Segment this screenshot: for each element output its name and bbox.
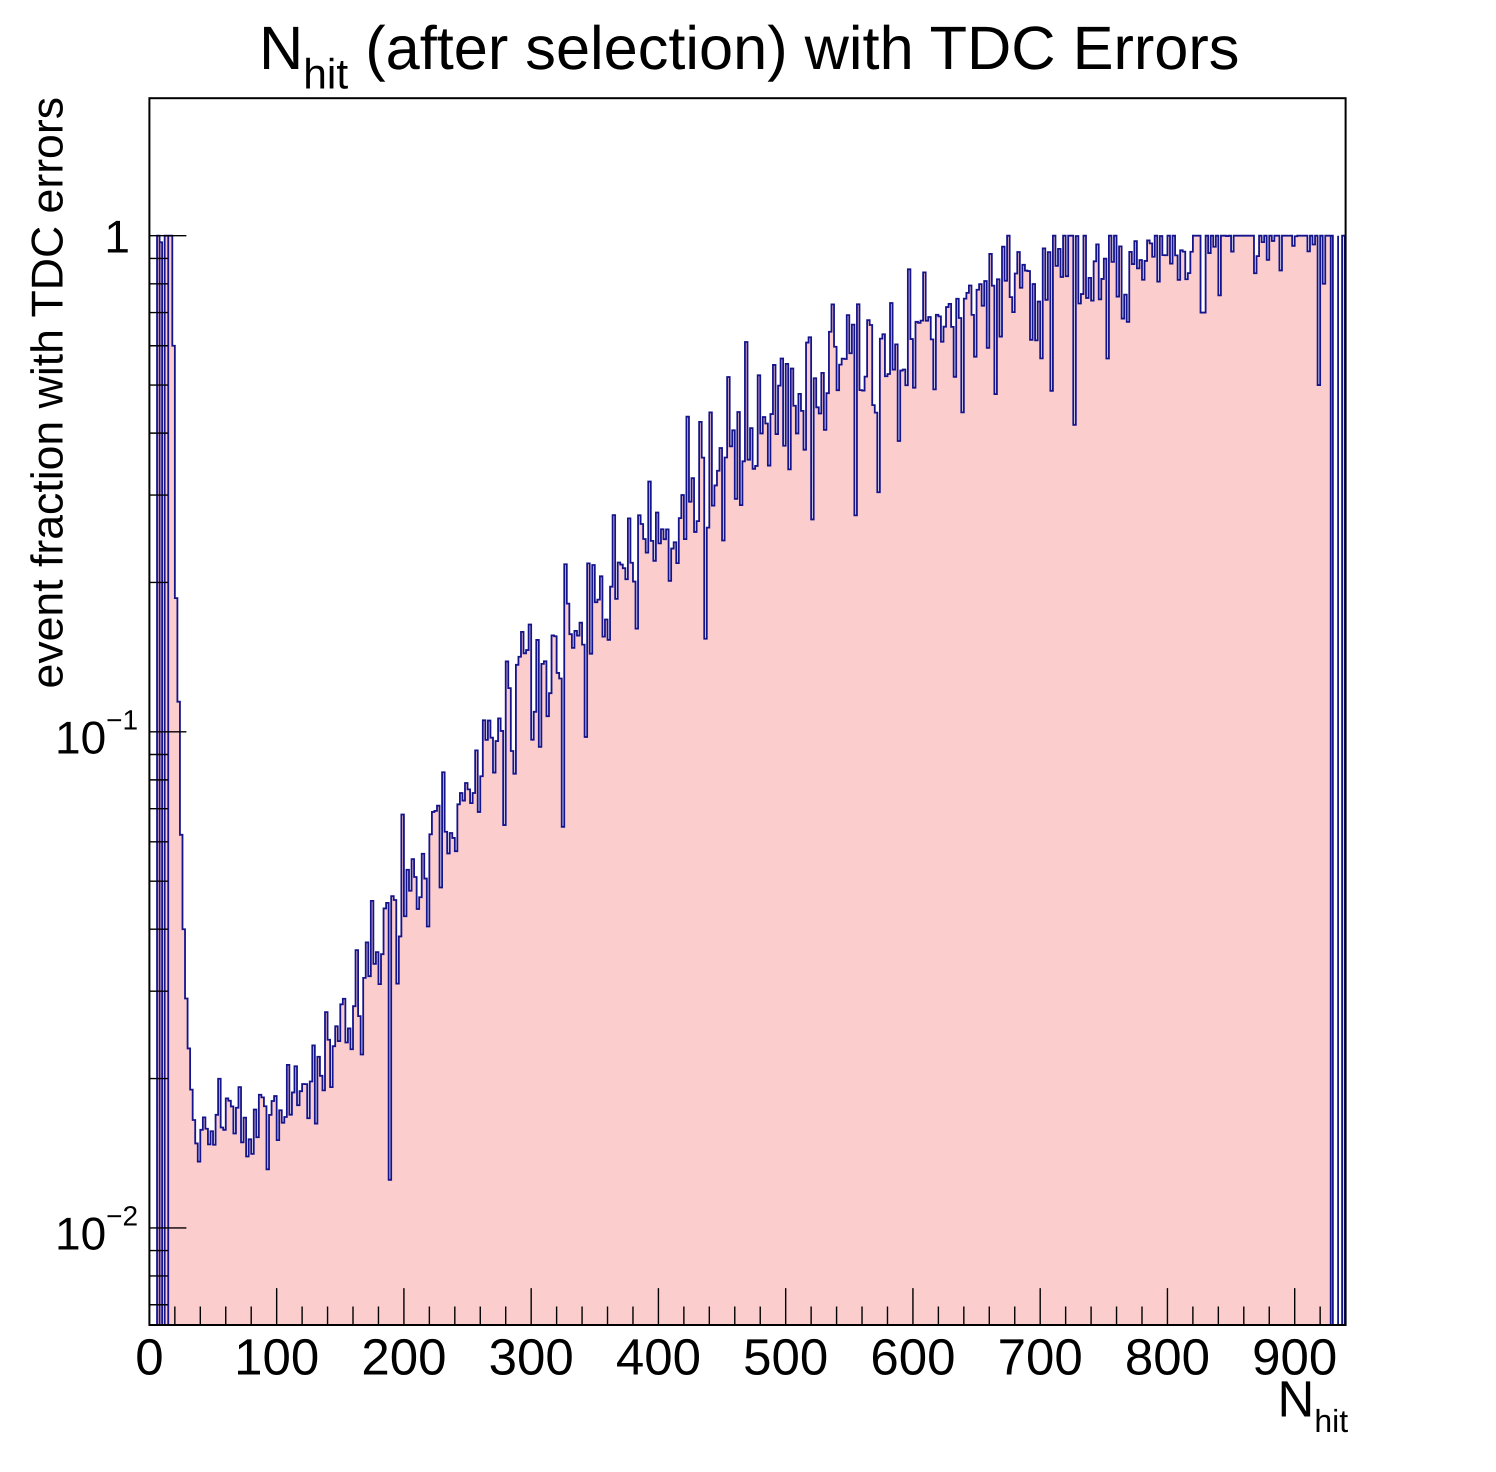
svg-text:700: 700 — [998, 1329, 1083, 1386]
svg-text:900: 900 — [1252, 1329, 1337, 1386]
svg-text:100: 100 — [234, 1329, 319, 1386]
svg-text:800: 800 — [1125, 1329, 1210, 1386]
svg-text:400: 400 — [616, 1329, 701, 1386]
svg-text:300: 300 — [489, 1329, 574, 1386]
svg-text:1: 1 — [104, 210, 130, 262]
svg-text:500: 500 — [743, 1329, 828, 1386]
svg-text:0: 0 — [135, 1329, 163, 1386]
svg-text:200: 200 — [361, 1329, 446, 1386]
svg-text:event fraction with TDC errors: event fraction with TDC errors — [24, 97, 73, 688]
svg-text:600: 600 — [870, 1329, 955, 1386]
